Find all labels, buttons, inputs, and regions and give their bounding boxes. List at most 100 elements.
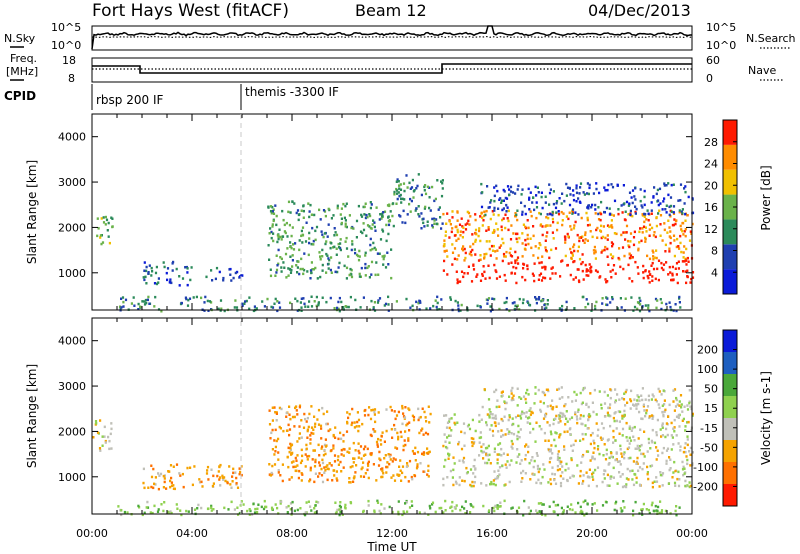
echo-cell (240, 500, 243, 503)
echo-cell (521, 188, 524, 191)
echo-cell (186, 466, 189, 470)
echo-cell (106, 229, 109, 232)
echo-cell (644, 240, 647, 243)
echo-cell (143, 278, 146, 282)
echo-cell (300, 297, 303, 300)
echo-cell (347, 305, 350, 309)
echo-cell (610, 219, 613, 222)
echo-cell (493, 390, 496, 394)
echo-cell (519, 417, 523, 420)
echo-cell (375, 479, 378, 482)
echo-cell (178, 472, 181, 475)
echo-cell (362, 447, 366, 451)
echo-cell (268, 409, 271, 412)
echo-cell (639, 484, 642, 487)
echo-cell (418, 308, 421, 311)
echo-cell (686, 443, 689, 447)
echo-cell (291, 500, 294, 504)
echo-cell (378, 252, 381, 255)
echo-cell (621, 211, 624, 214)
echo-cell (442, 444, 445, 448)
echo-cell (539, 481, 542, 485)
echo-cell (584, 424, 587, 427)
echo-cell (533, 459, 536, 463)
echo-cell (686, 256, 689, 260)
echo-cell (539, 408, 542, 412)
echo-cell (320, 427, 323, 430)
echo-cell (573, 243, 576, 246)
echo-cell (438, 206, 441, 209)
echo-cell (600, 212, 603, 216)
echo-cell (594, 468, 597, 472)
echo-cell (645, 411, 648, 415)
echo-cell (581, 401, 584, 404)
echo-cell (310, 242, 313, 246)
echo-cell (486, 185, 489, 188)
echo-cell (469, 511, 472, 514)
echo-cell (478, 227, 481, 230)
echo-cell (510, 445, 513, 448)
echo-cell (500, 201, 503, 204)
echo-cell (646, 450, 649, 453)
echo-cell (567, 217, 570, 221)
echo-cell (445, 222, 448, 225)
echo-cell (408, 202, 411, 206)
echo-cell (256, 507, 259, 511)
echo-cell (650, 414, 654, 417)
echo-cell (578, 257, 582, 261)
echo-cell (336, 204, 339, 208)
echo-cell (537, 502, 540, 505)
nave-tick-top: 60 (706, 54, 720, 67)
echo-cell (621, 246, 625, 249)
echo-cell (684, 190, 687, 194)
echo-cell (451, 210, 454, 213)
echo-cell (330, 464, 333, 467)
echo-cell (540, 279, 544, 282)
echo-cell (408, 506, 412, 509)
echo-cell (317, 302, 320, 305)
echo-cell (279, 474, 282, 477)
echo-cell (643, 455, 646, 458)
echo-cell (427, 469, 430, 472)
echo-cell (111, 217, 114, 220)
echo-cell (603, 390, 606, 394)
echo-cell (644, 213, 647, 216)
echo-cell (544, 514, 547, 517)
echo-cell (612, 436, 615, 439)
echo-cell (210, 468, 213, 471)
echo-cell (312, 239, 315, 243)
echo-cell (631, 189, 635, 192)
echo-cell (569, 273, 572, 277)
velocity-colorbar-label: Velocity [m s-1] (759, 371, 773, 465)
echo-cell (622, 500, 625, 503)
x-tick-label: 12:00 (376, 527, 408, 540)
echo-cell (270, 431, 273, 435)
echo-cell (556, 513, 559, 517)
echo-cell (119, 305, 122, 308)
echo-cell (296, 508, 299, 512)
echo-cell (357, 456, 360, 459)
echo-cell (277, 248, 280, 252)
echo-cell (395, 447, 399, 450)
echo-cell (681, 419, 684, 422)
echo-cell (351, 407, 354, 411)
echo-cell (412, 196, 415, 199)
echo-cell (271, 210, 274, 213)
echo-cell (300, 479, 303, 482)
echo-cell (480, 182, 483, 186)
echo-cell (310, 261, 313, 264)
echo-cell (381, 431, 384, 434)
echo-cell (544, 195, 547, 198)
echo-cell (684, 234, 687, 238)
echo-cell (581, 455, 584, 458)
echo-cell (224, 479, 227, 483)
echo-cell (142, 467, 145, 471)
echo-cell (628, 252, 631, 255)
echo-cell (395, 414, 399, 417)
echo-cell (408, 459, 412, 463)
echo-cell (422, 470, 425, 473)
echo-cell (99, 449, 102, 452)
echo-cell (676, 403, 679, 406)
echo-cell (582, 437, 585, 441)
echo-cell (396, 189, 399, 192)
